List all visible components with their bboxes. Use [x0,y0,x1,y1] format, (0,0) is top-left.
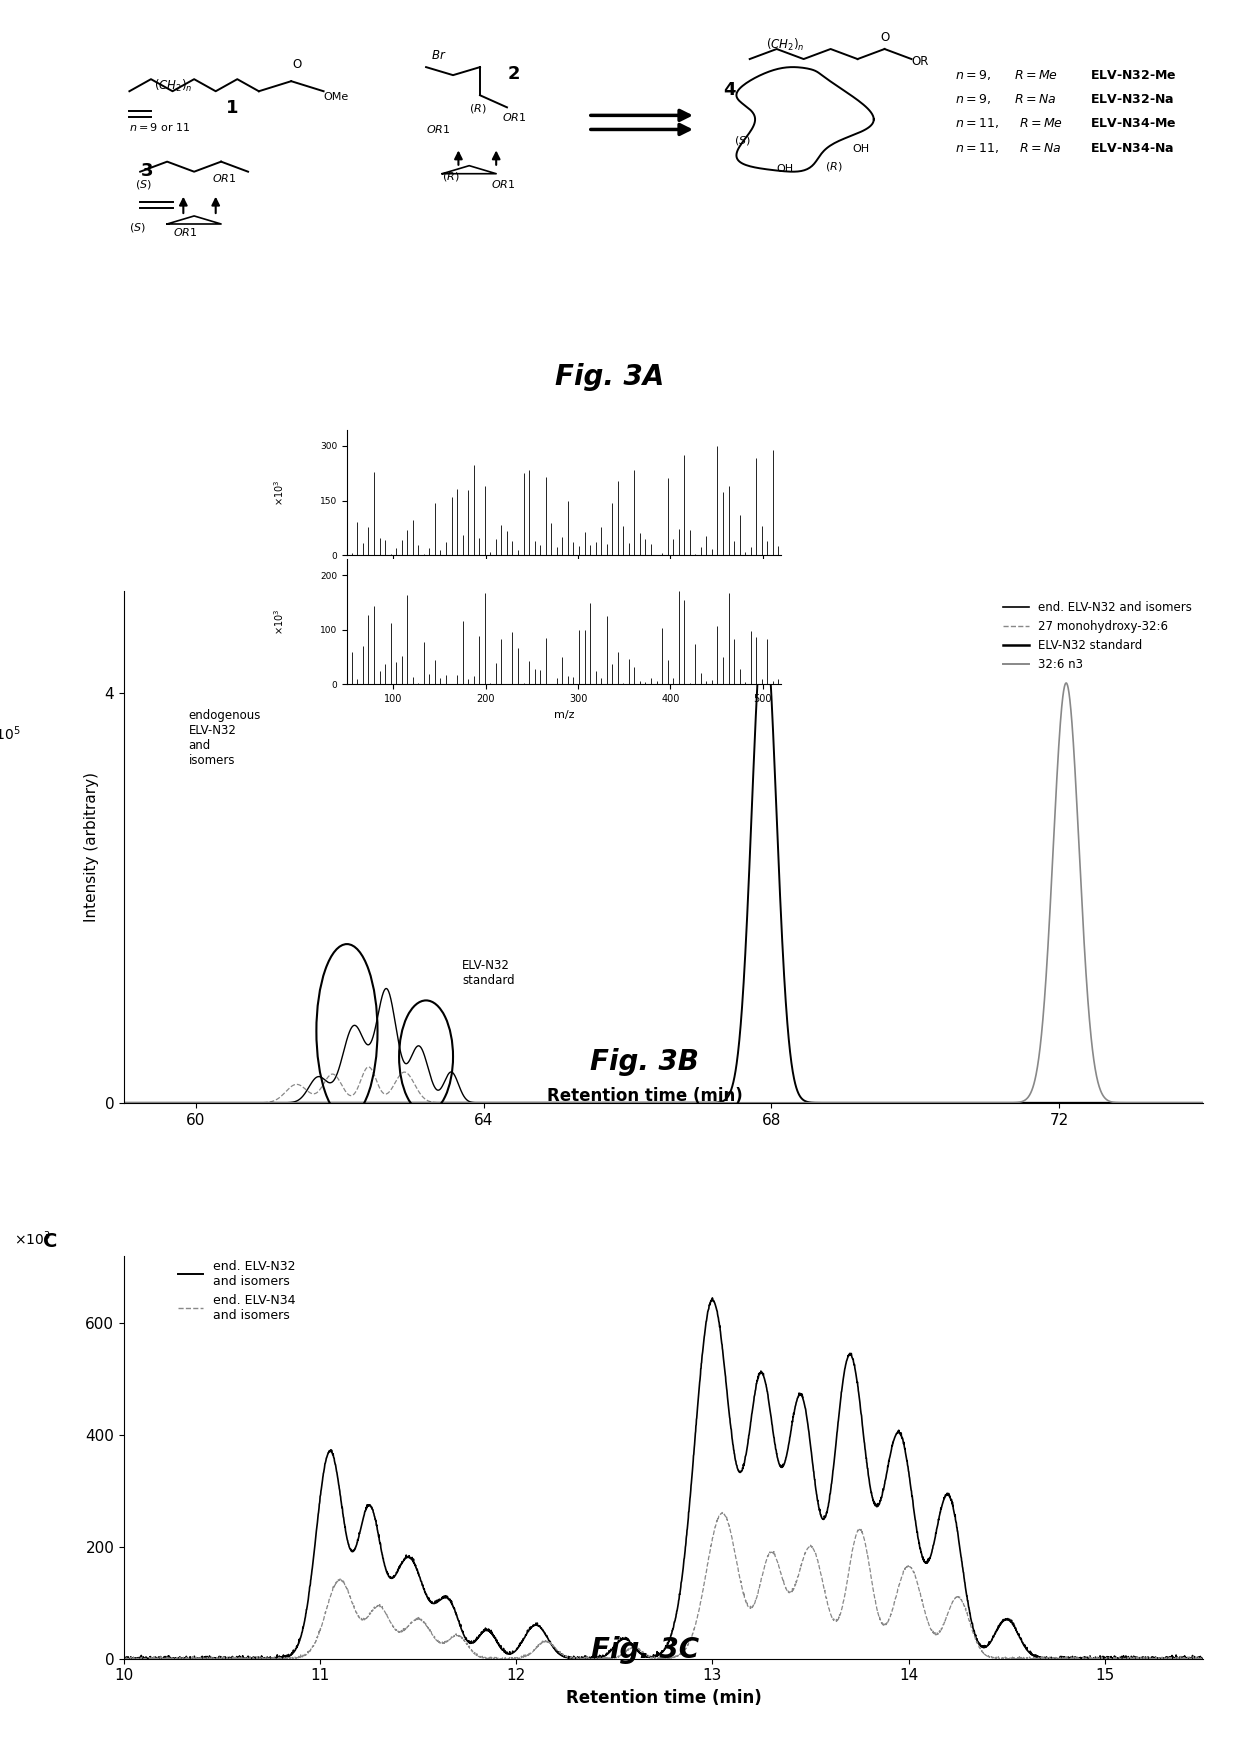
Text: OR: OR [911,56,929,68]
Legend: end. ELV-N32 and isomers, 27 monohydroxy-32:6, ELV-N32 standard, 32:6 n3: end. ELV-N32 and isomers, 27 monohydroxy… [998,597,1197,676]
Text: OH: OH [776,164,794,173]
Text: $R=Me$: $R=Me$ [1014,70,1058,82]
Text: $\mathbf{3}$: $\mathbf{3}$ [140,162,154,180]
Text: $R=Na$: $R=Na$ [1019,141,1061,155]
Text: $\mathbf{ELV}$-$\mathbf{N34}$-$\mathbf{Me}$: $\mathbf{ELV}$-$\mathbf{N34}$-$\mathbf{M… [1090,117,1177,131]
Text: $(R)$: $(R)$ [826,161,843,173]
Text: $n=11,$: $n=11,$ [955,141,998,155]
Text: OH: OH [852,143,869,154]
Text: O: O [291,58,301,72]
Text: Fig. 3A: Fig. 3A [554,363,665,391]
Text: $Br$: $Br$ [432,49,446,63]
Text: $(S)$: $(S)$ [129,220,146,234]
Text: $\times10^3$: $\times10^3$ [273,608,286,636]
Text: $n=9,$: $n=9,$ [955,68,991,82]
Text: $R=Me$: $R=Me$ [1019,117,1064,131]
Text: $OR1$: $OR1$ [491,178,516,190]
Text: ELV-N32
standard: ELV-N32 standard [463,960,515,988]
Text: $(R)$: $(R)$ [469,101,487,115]
Text: O: O [880,31,889,44]
Text: $\mathbf{ELV}$-$\mathbf{N32}$-$\mathbf{Na}$: $\mathbf{ELV}$-$\mathbf{N32}$-$\mathbf{N… [1090,93,1174,107]
Text: $(CH_2)_n$: $(CH_2)_n$ [766,37,805,52]
Text: $\mathbf{4}$: $\mathbf{4}$ [723,82,737,100]
Text: Retention time (min): Retention time (min) [547,1088,743,1105]
Text: C: C [43,1233,57,1252]
Text: $(R)$: $(R)$ [443,171,460,183]
Text: $\mathbf{2}$: $\mathbf{2}$ [507,65,520,84]
Text: $OR1$: $OR1$ [501,112,526,124]
Text: $\mathbf{ELV}$-$\mathbf{N32}$-$\mathbf{Me}$: $\mathbf{ELV}$-$\mathbf{N32}$-$\mathbf{M… [1090,70,1177,82]
Text: $(S)$: $(S)$ [734,134,750,147]
Text: $OR1$: $OR1$ [427,124,450,136]
Text: $\times10^3$: $\times10^3$ [14,1229,51,1248]
Text: Fig. 3B: Fig. 3B [590,1048,699,1076]
Legend: end. ELV-N32
and isomers, end. ELV-N34
and isomers: end. ELV-N32 and isomers, end. ELV-N34 a… [174,1255,301,1327]
X-axis label: Retention time (min): Retention time (min) [565,1688,761,1708]
Text: $n=9,$: $n=9,$ [955,93,991,107]
Text: $R=Na$: $R=Na$ [1014,93,1056,107]
Text: $n=11,$: $n=11,$ [955,117,998,131]
Text: $(S)$: $(S)$ [135,178,151,192]
Text: $OR1$: $OR1$ [172,225,197,237]
Text: Fig. 3C: Fig. 3C [590,1636,699,1664]
Text: $8\times10^5$: $8\times10^5$ [0,725,21,744]
Y-axis label: Intensity (arbitrary): Intensity (arbitrary) [84,772,99,922]
Text: endogenous
ELV-N32
and
isomers: endogenous ELV-N32 and isomers [188,709,262,766]
Text: $\mathbf{1}$: $\mathbf{1}$ [226,100,238,117]
Text: $\mathbf{ELV}$-$\mathbf{N34}$-$\mathbf{Na}$: $\mathbf{ELV}$-$\mathbf{N34}$-$\mathbf{N… [1090,141,1174,155]
Text: $\times10^3$: $\times10^3$ [273,478,286,506]
Text: $n=9$ or $11$: $n=9$ or $11$ [129,122,191,133]
Text: OMe: OMe [324,93,348,103]
X-axis label: m/z: m/z [554,709,574,719]
Text: $OR1$: $OR1$ [212,171,237,183]
Text: $(CH_2)_n$: $(CH_2)_n$ [154,79,192,94]
